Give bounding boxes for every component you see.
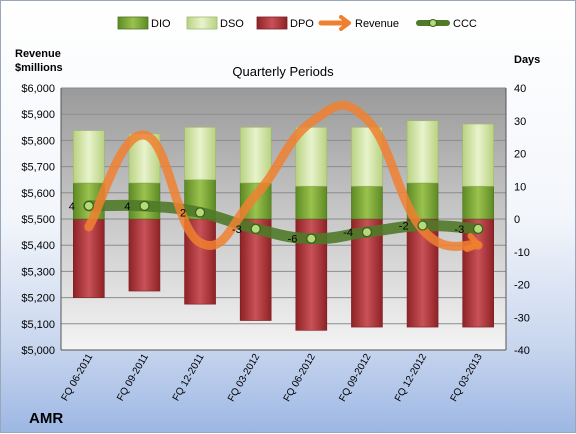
ccc-data-label: -3 <box>454 224 464 236</box>
ccc-point <box>250 223 261 234</box>
bar-dso <box>184 127 216 181</box>
right-tick-label: 0 <box>514 214 520 226</box>
bar-dso <box>73 130 105 184</box>
x-tick-label: FQ 12-2012 <box>393 352 429 404</box>
legend-swatch-ccc-marker <box>429 19 437 27</box>
revenue-arrowhead <box>463 232 482 253</box>
ccc-point <box>194 207 206 218</box>
chart-title: Quarterly Periods <box>232 64 334 79</box>
right-tick-label: 40 <box>514 83 526 95</box>
ccc-point <box>83 200 94 211</box>
left-axis-title-line2: $millions <box>15 62 63 74</box>
x-tick-label: FQ 03-2013 <box>449 352 485 404</box>
x-tick-label: FQ 12-2011 <box>171 352 207 403</box>
right-tick-label: -40 <box>514 345 530 357</box>
right-tick-label: -20 <box>514 280 530 292</box>
x-tick-label: FQ 09-2012 <box>337 352 373 404</box>
right-tick-label: -30 <box>514 312 530 324</box>
legend-label-dso: DSO <box>220 18 244 30</box>
right-tick-label: 30 <box>514 116 526 128</box>
bar-dso <box>239 127 272 184</box>
bar-dso <box>406 120 439 184</box>
ccc-point <box>306 233 317 244</box>
ccc-point <box>361 227 373 238</box>
left-tick-label: $5,400 <box>21 240 55 252</box>
left-tick-label: $5,100 <box>21 319 55 331</box>
ccc-data-label: -6 <box>288 234 298 246</box>
ccc-data-label: -3 <box>232 224 242 236</box>
x-tick-label: FQ 06-2011 <box>60 352 96 403</box>
x-tick-label: FQ 09-2011 <box>115 352 151 403</box>
left-tick-label: $5,500 <box>21 214 55 226</box>
legend-swatch-dpo <box>256 16 288 30</box>
ccc-data-label: 4 <box>124 201 130 213</box>
left-tick-label: $5,300 <box>21 266 55 278</box>
revenue-line <box>84 100 483 251</box>
right-tick-label: 20 <box>514 149 526 161</box>
ccc-data-label: 2 <box>180 207 186 219</box>
left-tick-label: $5,600 <box>21 188 55 200</box>
left-axis-title-line1: Revenue <box>15 48 61 60</box>
right-tick-label: -10 <box>514 247 530 259</box>
legend-label-ccc: CCC <box>453 18 477 30</box>
left-tick-label: $6,000 <box>21 83 55 95</box>
left-tick-label: $5,700 <box>21 162 55 174</box>
ccc-point <box>473 223 484 234</box>
bar-dio <box>462 185 494 220</box>
right-axis-title: Days <box>514 54 540 66</box>
bar-dso <box>462 123 494 187</box>
legend-swatch-dso <box>186 16 218 30</box>
ccc-data-label: 4 <box>69 201 75 213</box>
left-tick-label: $5,800 <box>21 135 55 147</box>
legend-swatch-dio <box>117 16 149 30</box>
legend-swatch-revenue-head <box>339 15 351 31</box>
bar-dpo <box>128 218 161 292</box>
bar-dio <box>351 185 383 220</box>
legend-label-dpo: DPO <box>290 18 314 30</box>
legend-label-revenue: Revenue <box>355 18 399 30</box>
left-tick-label: $5,900 <box>21 109 55 121</box>
ccc-point <box>417 220 428 231</box>
ccc-data-label: -2 <box>399 221 409 233</box>
bar-dpo <box>73 218 105 298</box>
x-tick-label: FQ 03-2012 <box>226 352 262 404</box>
ccc-data-label: -4 <box>343 227 353 239</box>
left-tick-label: $5,000 <box>21 345 55 357</box>
legend-label-dio: DIO <box>151 18 171 30</box>
bar-dpo <box>462 218 494 328</box>
x-tick-label: FQ 06-2012 <box>282 352 318 404</box>
ccc-point <box>139 200 150 211</box>
left-tick-label: $5,200 <box>21 293 55 305</box>
right-tick-label: 10 <box>514 181 526 193</box>
bar-dio <box>295 185 328 220</box>
company-name: AMR <box>29 410 63 427</box>
